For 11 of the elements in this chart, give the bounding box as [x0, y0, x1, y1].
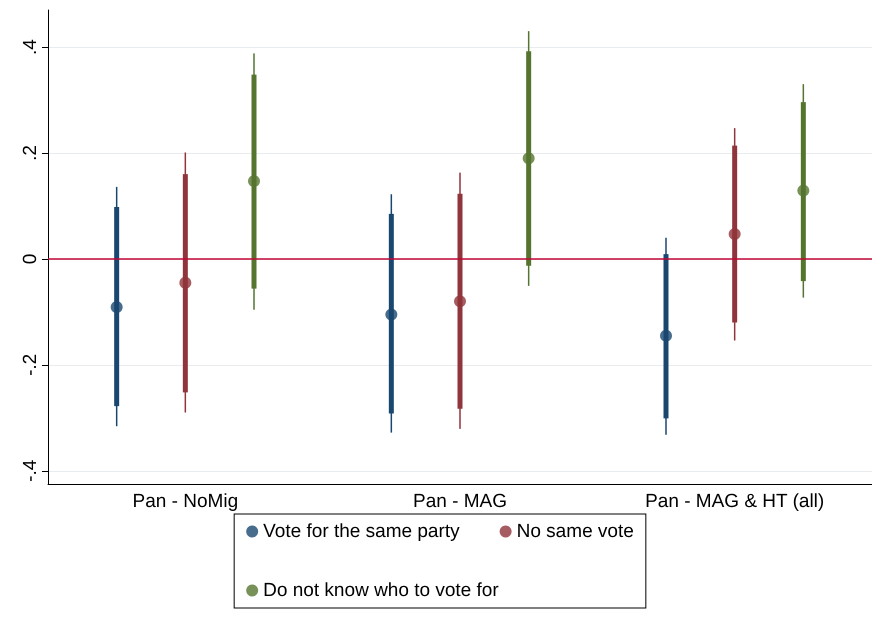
x-tick-label: Pan - MAG	[413, 491, 507, 512]
x-tick-label: Pan - MAG & HT (all)	[645, 491, 824, 512]
legend-label: Do not know who to vote for	[263, 580, 500, 601]
y-tick-label: -.2	[20, 354, 41, 376]
legend-label: Vote for the same party	[263, 521, 460, 542]
x-tick-label: Pan - NoMig	[132, 491, 238, 512]
y-tick-label: .2	[20, 145, 41, 161]
y-tick-label: 0	[20, 254, 41, 264]
legend-label: No same vote	[516, 521, 634, 542]
y-tick-label: -.4	[20, 459, 41, 482]
y-tick-label: .4	[20, 38, 41, 55]
